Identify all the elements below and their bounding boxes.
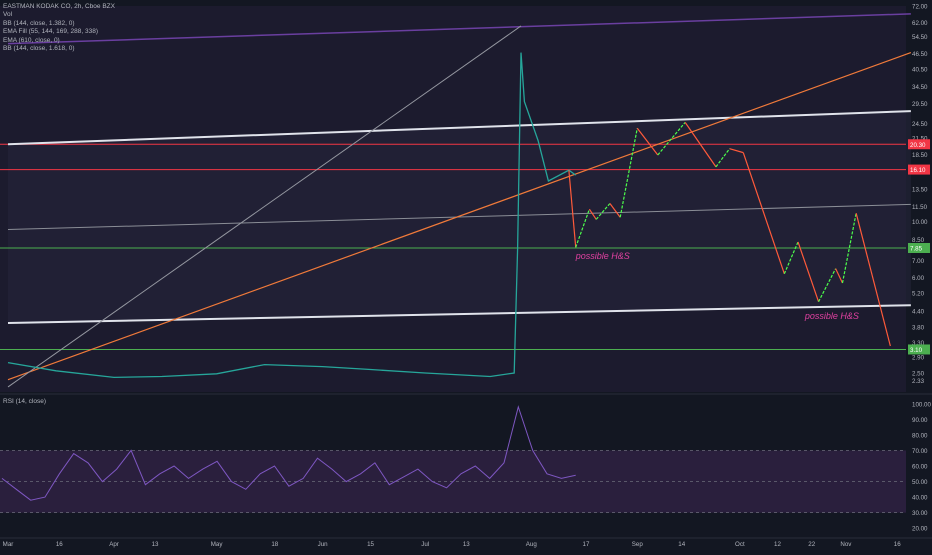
y-tick-label: 5.20 — [912, 290, 925, 297]
x-tick-label: 12 — [774, 541, 781, 548]
x-tick-label: Sep — [632, 541, 644, 548]
x-tick-label: 13 — [152, 541, 159, 548]
projection-arrow — [684, 122, 717, 168]
diagonal-line — [7, 25, 522, 388]
y-tick-label: 62.00 — [912, 20, 928, 27]
rsi-y-tick-label: 20.00 — [912, 526, 928, 533]
rsi-y-tick-label: 90.00 — [912, 417, 928, 424]
legend-title: EASTMAN KODAK CO, 2h, Cboe BZX — [3, 3, 115, 10]
rsi-y-tick-label: 70.00 — [912, 448, 928, 455]
rsi-y-tick-label: 30.00 — [912, 510, 928, 517]
projection-arrow — [715, 148, 731, 168]
y-tick-label: 34.50 — [912, 84, 928, 91]
rsi-y-tick-label: 40.00 — [912, 495, 928, 502]
x-tick-label: 15 — [367, 541, 374, 548]
y-tick-label: 13.50 — [912, 186, 928, 193]
legend-line: BB (144, close, 1.618, 0) — [3, 45, 75, 53]
y-tick-label: 2.50 — [912, 370, 925, 377]
x-tick-label: Aug — [526, 541, 538, 548]
price-label-text: 20.30 — [910, 142, 926, 149]
y-tick-label: 18.50 — [912, 152, 928, 159]
rsi-y-tick-label: 60.00 — [912, 464, 928, 471]
projection-arrow — [841, 213, 857, 284]
x-tick-label: Jul — [421, 541, 429, 548]
x-tick-label: 17 — [583, 541, 590, 548]
projection-arrow — [783, 241, 799, 275]
y-tick-label: 7.00 — [912, 258, 925, 265]
projection-arrow — [742, 152, 785, 274]
rsi-y-tick-label: 80.00 — [912, 432, 928, 439]
projection-arrow — [575, 208, 590, 248]
y-tick-label: 72.00 — [912, 4, 928, 11]
x-tick-label: Jun — [318, 541, 329, 548]
trend-line — [7, 13, 911, 45]
x-tick-label: 13 — [463, 541, 470, 548]
y-tick-label: 24.50 — [912, 121, 928, 128]
trend-line — [7, 52, 912, 381]
chart-legend: EASTMAN KODAK CO, 2h, Cboe BZX Vol BB (1… — [3, 3, 115, 53]
y-tick-label: 54.50 — [912, 34, 928, 41]
y-tick-label: 10.00 — [912, 219, 928, 226]
y-tick-label: 8.50 — [912, 237, 925, 244]
annotation-label: possible H&S — [804, 311, 859, 321]
trend-line — [7, 304, 911, 325]
annotation-label: possible H&S — [575, 251, 630, 261]
price-label-text: 3.10 — [910, 347, 923, 354]
y-tick-label: 40.50 — [912, 66, 928, 73]
projection-arrow — [568, 170, 577, 248]
x-tick-label: Oct — [735, 541, 745, 548]
projection-arrow — [588, 208, 597, 220]
rsi-line — [1, 405, 576, 501]
y-tick-label: 4.40 — [912, 309, 925, 316]
y-tick-label: 6.00 — [912, 275, 925, 282]
y-tick-label: 21.50 — [912, 135, 928, 142]
projection-arrow — [818, 268, 837, 303]
projection-arrow — [657, 122, 686, 156]
y-tick-label: 2.33 — [912, 378, 925, 385]
x-tick-label: 14 — [678, 541, 685, 548]
rsi-y-tick-label: 100.00 — [912, 401, 931, 408]
price-label-text: 16.10 — [910, 167, 926, 174]
projection-arrow — [797, 241, 820, 302]
rsi-y-tick-label: 50.00 — [912, 479, 928, 486]
y-tick-label: 2.90 — [912, 354, 925, 361]
projection-arrow — [595, 203, 611, 220]
x-tick-label: 22 — [808, 541, 815, 548]
legend-line: EMA Fill (55, 144, 169, 288, 338) — [3, 28, 99, 36]
x-tick-label: 16 — [56, 541, 63, 548]
price-label-badge — [908, 164, 930, 175]
trend-line — [7, 110, 911, 146]
y-tick-label: 29.50 — [912, 101, 928, 108]
legend-line: Vol — [3, 11, 13, 19]
x-tick-label: May — [211, 541, 224, 548]
price-label-badge — [908, 139, 930, 150]
legend-line: EMA (610, close, 0) — [3, 36, 60, 44]
rsi-legend: RSI (14, close) — [3, 398, 46, 405]
projection-arrow — [609, 203, 621, 218]
price-label-badge — [908, 344, 930, 355]
price-series-line — [7, 52, 577, 379]
x-tick-label: 18 — [271, 541, 278, 548]
x-tick-label: 16 — [894, 541, 901, 548]
trend-line — [7, 203, 911, 230]
projection-arrow — [636, 127, 659, 156]
price-label-badge — [908, 243, 930, 254]
projection-arrow — [835, 268, 844, 284]
x-tick-label: Mar — [3, 541, 14, 548]
projection-arrow — [855, 213, 891, 347]
y-tick-label: 46.50 — [912, 51, 928, 58]
x-tick-label: Apr — [109, 541, 119, 548]
y-tick-label: 3.30 — [912, 340, 925, 347]
projection-arrow — [729, 148, 744, 154]
x-tick-label: Nov — [840, 541, 852, 548]
y-tick-label: 3.80 — [912, 325, 925, 332]
projection-arrow — [619, 128, 638, 218]
y-tick-label: 11.50 — [912, 204, 928, 211]
legend-line: BB (144, close, 1.382, 0) — [3, 19, 75, 27]
price-label-text: 7.85 — [910, 246, 923, 253]
